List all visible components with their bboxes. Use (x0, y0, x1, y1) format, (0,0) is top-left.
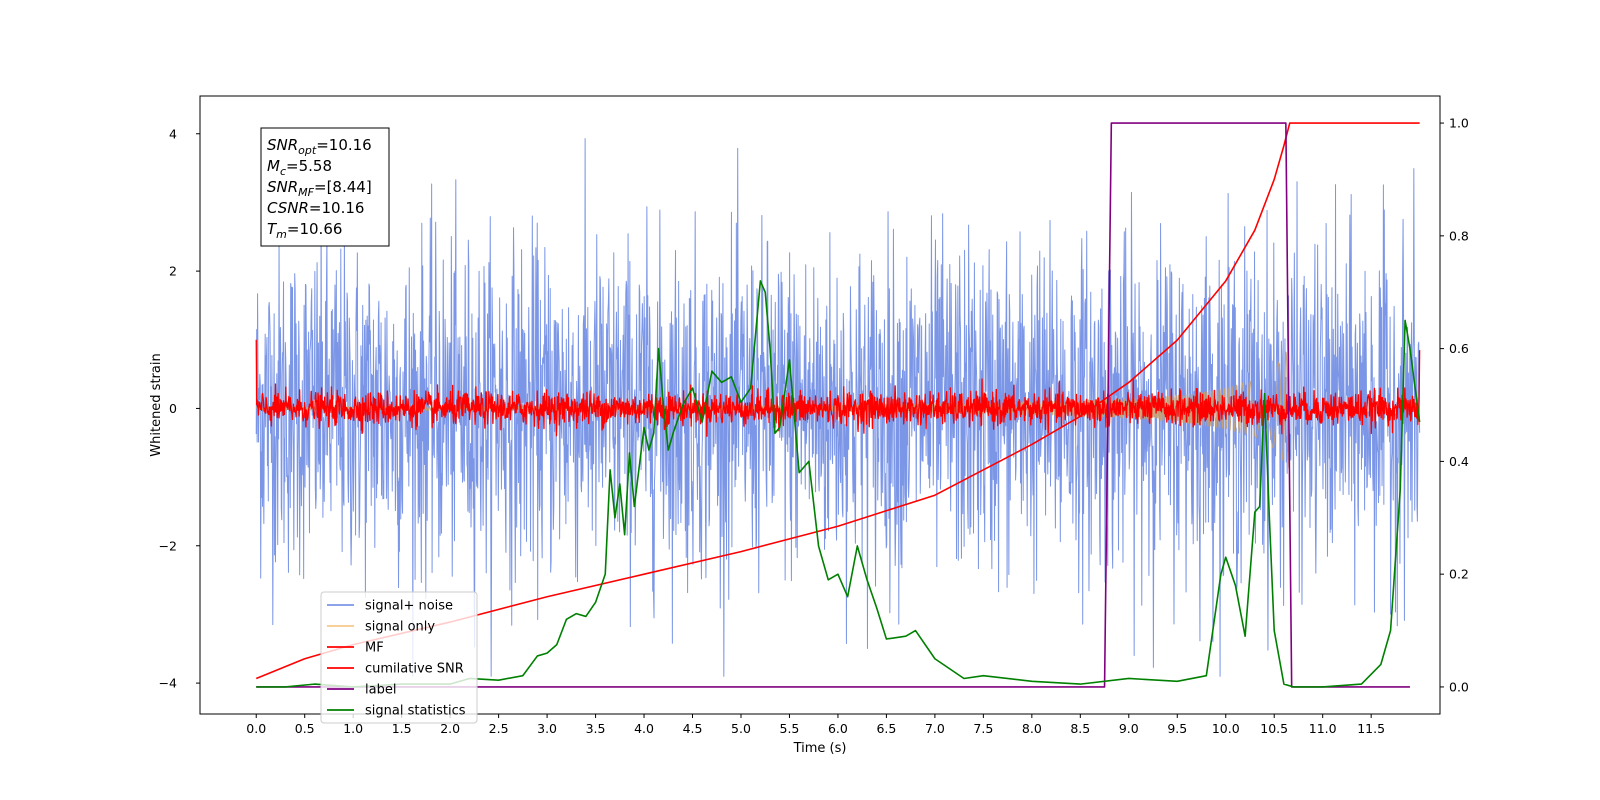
x-tick-label: 1.0 (343, 721, 363, 736)
x-tick-label: 4.5 (683, 721, 703, 736)
series-signal-noise (255, 138, 1421, 677)
annotation-line: Tm=10.66 (267, 220, 342, 241)
x-axis-label: Time (s) (793, 741, 847, 756)
x-tick-label: 11.0 (1309, 721, 1337, 736)
y-right-tick-label: 0.4 (1449, 454, 1469, 469)
x-tick-label: 10.5 (1260, 721, 1288, 736)
y-left-tick-label: −4 (159, 676, 177, 691)
legend: signal+ noise signal only MF cumilative SNR… (320, 591, 478, 724)
y-left-tick-label: 4 (169, 126, 177, 141)
y-left-tick-label: 2 (169, 264, 177, 279)
legend-entry-label: label (365, 683, 396, 698)
x-tick-label: 5.0 (731, 721, 751, 736)
x-tick-label: 8.0 (1022, 721, 1042, 736)
x-axis: 0.0 0.5 1.0 1.5 2.0 2.5 3.0 3.5 4.0 4.5 5.0 5.5 6.0 6… (246, 714, 1385, 736)
x-tick-label: 9.0 (1119, 721, 1139, 736)
legend-entry-signal-only: signal only (365, 620, 435, 635)
legend-entry-mf: MF (365, 641, 384, 656)
y-right-tick-label: 0.6 (1449, 341, 1469, 356)
x-tick-label: 2.0 (440, 721, 460, 736)
x-tick-label: 3.5 (586, 721, 606, 736)
x-tick-label: 7.0 (925, 721, 945, 736)
series-signal-statistics (256, 280, 1421, 688)
annotation-line: SNRopt=10.16 (267, 136, 372, 157)
x-tick-label: 7.5 (973, 721, 993, 736)
annotation-frame (260, 127, 390, 247)
legend-frame (320, 591, 478, 724)
x-tick-label: 9.5 (1167, 721, 1187, 736)
x-tick-label: 4.0 (634, 721, 654, 736)
x-tick-label: 6.0 (828, 721, 848, 736)
y-left-tick-label: 0 (169, 401, 177, 416)
x-tick-label: 3.0 (537, 721, 557, 736)
annotation-line: CSNR=10.16 (267, 199, 364, 217)
annotation-line: Mc=5.58 (267, 157, 332, 178)
y-axis-left: −4 −2 0 2 4 (159, 126, 200, 691)
y-right-tick-label: 1.0 (1449, 116, 1469, 131)
y-right-tick-label: 0.8 (1449, 228, 1469, 243)
x-tick-label: 11.5 (1357, 721, 1385, 736)
x-tick-label: 0.5 (295, 721, 315, 736)
x-tick-label: 10.0 (1212, 721, 1240, 736)
legend-entry-signal-noise: signal+ noise (365, 599, 453, 614)
x-tick-label: 6.5 (876, 721, 896, 736)
y-left-tick-label: −2 (159, 538, 177, 553)
y-right-tick-label: 0.0 (1449, 679, 1469, 694)
annotation-box: SNRopt=10.16Mc=5.58SNRMF=[8.44]CSNR=10.1… (260, 127, 390, 247)
y-right-tick-label: 0.2 (1449, 567, 1469, 582)
plot-frame (199, 95, 1441, 715)
series-mf (255, 339, 1421, 437)
legend-entry-signal-statistics: signal statistics (365, 704, 466, 719)
y-axis-label: Whitened strain (149, 353, 164, 456)
x-tick-label: 2.5 (489, 721, 509, 736)
y-axis-right: 0.0 0.2 0.4 0.6 0.8 1.0 (1440, 116, 1469, 694)
legend-entry-cumilative-snr: cumilative SNR (365, 662, 464, 677)
x-tick-label: 5.5 (780, 721, 800, 736)
x-tick-label: 0.0 (246, 721, 266, 736)
x-tick-label: 1.5 (392, 721, 412, 736)
x-tick-label: 8.5 (1070, 721, 1090, 736)
annotation-line: SNRMF=[8.44] (267, 178, 372, 199)
